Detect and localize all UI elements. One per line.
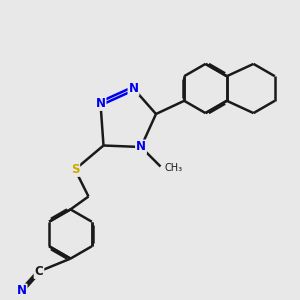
Text: S: S bbox=[71, 163, 79, 176]
Text: N: N bbox=[128, 82, 139, 95]
Text: N: N bbox=[16, 284, 27, 298]
Text: N: N bbox=[95, 97, 106, 110]
Text: N: N bbox=[136, 140, 146, 154]
Text: CH₃: CH₃ bbox=[164, 163, 182, 173]
Text: C: C bbox=[34, 265, 43, 278]
